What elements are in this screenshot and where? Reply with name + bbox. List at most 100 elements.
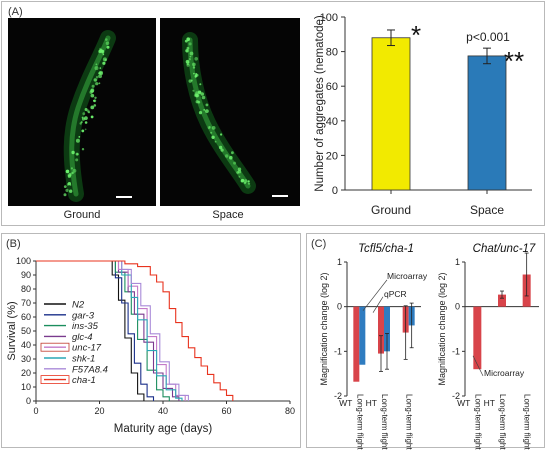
space-aggregate-56 — [195, 91, 199, 95]
c-tcfl5-x-label: WT — [339, 398, 352, 408]
b-y-tick-label: 90 — [21, 270, 31, 280]
b-x-tick-label: 40 — [158, 406, 168, 416]
b-x-tick-label: 80 — [285, 406, 295, 416]
ground-aggregate-13 — [70, 167, 73, 170]
space-micrograph — [160, 18, 300, 206]
space-aggregate-16 — [200, 92, 204, 96]
space-aggregate-45 — [218, 145, 223, 150]
c-chat-x-sublabel: Long-term flight — [498, 394, 507, 450]
a-bar-space — [467, 55, 507, 191]
ground-aggregate-65 — [86, 109, 90, 113]
ground-aggregate-28 — [90, 105, 95, 110]
space-aggregate-10 — [189, 55, 192, 58]
space-aggregate-54 — [190, 79, 193, 82]
b-legend-label: glc-4 — [72, 332, 93, 343]
b-legend-label: ins-35 — [72, 321, 99, 332]
ground-scale-bar — [116, 196, 132, 198]
ground-aggregate-44 — [69, 174, 72, 176]
c-chat-bar-microarray — [498, 294, 506, 307]
panel-a-label: (A) — [8, 6, 23, 18]
space-aggregate-2 — [186, 46, 190, 50]
space-aggregate-51 — [186, 63, 190, 67]
c-chat-title: Chat/unc-17 — [473, 243, 536, 255]
a-p-value: p<0.001 — [466, 30, 510, 44]
c-chat-y-tick-label: 0 — [455, 302, 460, 312]
b-x-tick-label: 20 — [94, 406, 104, 416]
space-aggregate-6 — [237, 167, 242, 171]
a-y-tick-label: 0 — [332, 185, 338, 197]
space-aggregate-25 — [198, 111, 203, 115]
ground-aggregate-19 — [63, 193, 67, 197]
space-aggregate-43 — [211, 135, 215, 139]
b-series-n2 — [36, 260, 145, 401]
ground-aggregate-54 — [75, 158, 79, 162]
space-aggregate-1 — [214, 140, 217, 143]
ground-aggregate-42 — [99, 71, 103, 76]
ground-aggregate-50 — [98, 74, 102, 79]
space-aggregate-24 — [207, 126, 211, 130]
b-series-shk-1 — [36, 260, 183, 401]
ground-aggregate-dots — [63, 38, 110, 197]
b-y-tick-label: 10 — [21, 382, 31, 392]
space-aggregate-33 — [229, 155, 233, 160]
c-tcfl5-bar-microarray — [353, 306, 360, 382]
a-y-tick-label: 80 — [326, 47, 338, 59]
space-aggregate-8 — [205, 103, 209, 107]
space-aggregate-58 — [195, 100, 199, 104]
space-aggregate-42 — [193, 72, 195, 75]
b-x-axis-label: Maturity age (days) — [114, 423, 213, 435]
ground-aggregate-56 — [84, 121, 88, 124]
ground-aggregate-26 — [95, 63, 98, 66]
panel-c: (C) Tcfl5/cha-1 -2 -1 0 1 Magnification chang… — [306, 233, 545, 450]
space-aggregate-46 — [241, 178, 245, 183]
space-worm-image — [182, 32, 288, 197]
space-aggregate-9 — [195, 73, 198, 75]
ground-aggregate-6 — [75, 138, 80, 143]
ground-aggregate-55 — [81, 148, 85, 151]
ground-aggregate-67 — [65, 169, 70, 174]
a-x-tick-label: Space — [470, 203, 504, 217]
space-aggregate-40 — [189, 51, 194, 56]
ground-aggregate-4 — [94, 66, 99, 71]
b-series-f57a8-4 — [36, 260, 189, 401]
ground-aggregate-49 — [93, 78, 98, 82]
space-scale-bar — [272, 195, 288, 197]
ground-aggregate-62 — [80, 121, 83, 124]
space-aggregate-13 — [225, 154, 229, 158]
panel-b: (B) 0 10 20 30 40 50 60 70 80 90 100 0 20 40 60 80 Survi… — [1, 233, 301, 448]
a-significance-ground: * — [411, 20, 421, 50]
ground-aggregate-68 — [72, 168, 77, 173]
space-aggregate-57 — [194, 57, 198, 61]
space-aggregate-41 — [205, 109, 209, 113]
a-y-tick-label: 40 — [326, 116, 338, 128]
c-tcfl5-y-tick-label: -2 — [334, 391, 342, 401]
c-chat-y-tick-label: 1 — [455, 257, 460, 267]
b-y-tick-label: 100 — [16, 256, 31, 266]
ground-aggregate-53 — [90, 89, 94, 93]
c-tcfl5-qpcr-pointer — [372, 296, 384, 313]
c-chat-microarray-pointer — [472, 355, 484, 377]
ground-aggregate-40 — [99, 67, 102, 69]
space-aggregate-32 — [220, 148, 224, 152]
c-chat-y-tick-label: -1 — [452, 346, 460, 356]
ground-aggregate-23 — [105, 41, 110, 46]
ground-aggregate-5 — [93, 104, 97, 107]
ground-aggregate-33 — [90, 115, 94, 119]
space-aggregate-12 — [188, 42, 192, 46]
c-tcfl5-x-label: Long-term flight — [405, 394, 414, 450]
space-aggregate-28 — [211, 126, 216, 130]
c-tcfl5-x-sublabel: Long-term flight — [380, 394, 389, 450]
a-y-tick-label: 20 — [326, 150, 338, 162]
ground-worm-image — [63, 30, 132, 202]
b-y-axis-label: Survival (%) — [6, 301, 18, 360]
a-bar-ground — [371, 37, 411, 191]
a-y-tick-label: 100 — [320, 12, 338, 24]
ground-aggregate-45 — [95, 76, 99, 79]
c-tcfl5-y-tick-label: -1 — [334, 346, 342, 356]
space-aggregate-4 — [188, 58, 191, 61]
space-aggregate-dots — [184, 37, 251, 185]
ground-aggregate-52 — [102, 57, 107, 62]
ground-aggregate-66 — [100, 49, 105, 53]
space-aggregate-52 — [192, 66, 196, 69]
